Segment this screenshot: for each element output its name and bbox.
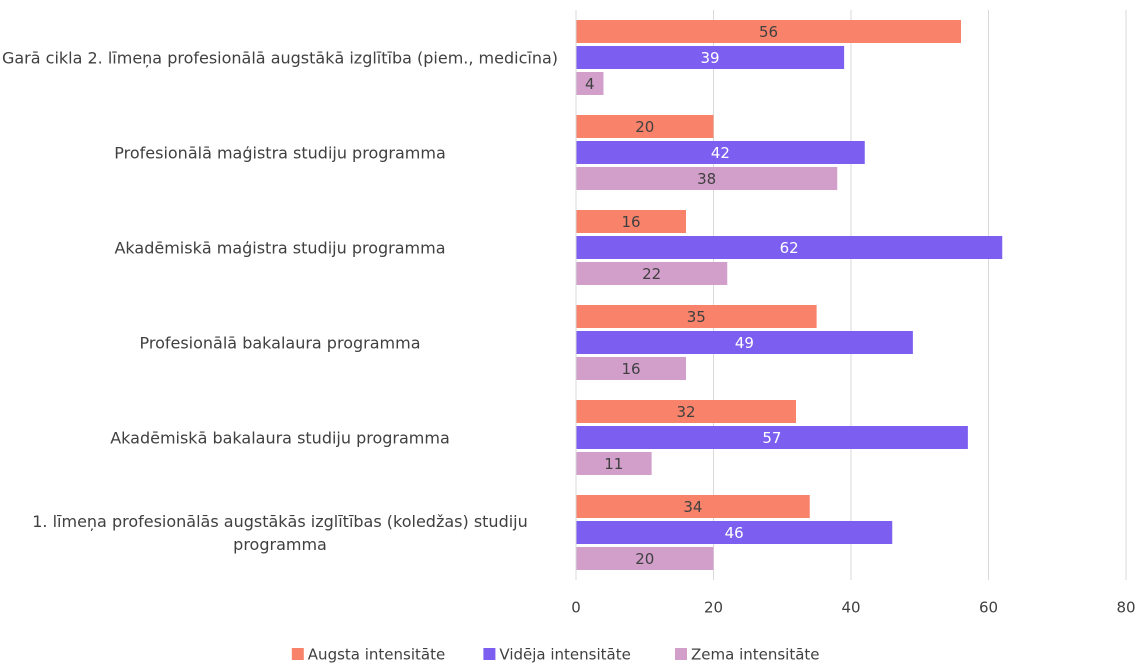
x-tick-label: 0 (571, 599, 581, 617)
value-label: 16 (621, 360, 640, 378)
category-label: Garā cikla 2. līmeņa profesionālā augstā… (1, 48, 559, 67)
category-label: Akadēmiskā maģistra studiju programma (114, 238, 446, 257)
value-label: 62 (780, 239, 799, 257)
value-label: 16 (621, 213, 640, 231)
bar (576, 141, 865, 164)
value-label: 35 (687, 308, 706, 326)
category-label: Profesionālā bakalaura programma (139, 333, 421, 352)
legend-label: Augsta intensitāte (308, 646, 445, 664)
value-label: 39 (701, 49, 720, 67)
x-tick-label: 60 (979, 599, 998, 617)
value-label: 38 (697, 170, 716, 188)
value-label: 42 (711, 144, 730, 162)
x-tick-label: 80 (1116, 599, 1135, 617)
bar (576, 46, 845, 69)
x-tick-label: 20 (704, 599, 723, 617)
bar (576, 452, 652, 475)
bar (576, 72, 604, 95)
legend-label: Vidēja intensitāte (499, 646, 630, 664)
value-label: 20 (635, 118, 654, 136)
category-label: 1. līmeņa profesionālās augstākās izglīt… (32, 511, 528, 554)
category-label: Profesionālā maģistra studiju programma (114, 143, 446, 162)
bar (576, 262, 728, 285)
bar (576, 357, 686, 380)
value-label: 57 (762, 429, 781, 447)
category-label: Akadēmiskā bakalaura studiju programma (110, 428, 450, 447)
bar (576, 426, 968, 449)
bar (576, 521, 893, 544)
value-label: 32 (676, 403, 695, 421)
value-label: 20 (635, 550, 654, 568)
value-label: 11 (604, 455, 623, 473)
bar (576, 210, 686, 233)
bar (576, 167, 838, 190)
value-label: 34 (683, 498, 702, 516)
value-label: 4 (585, 75, 595, 93)
bar (576, 495, 810, 518)
value-label: 46 (725, 524, 744, 542)
bar (576, 331, 913, 354)
legend-label: Zema intensitāte (691, 646, 820, 664)
value-label: 49 (735, 334, 754, 352)
value-label: 22 (642, 265, 661, 283)
bar (576, 547, 714, 570)
value-label: 56 (759, 23, 778, 41)
legend-swatch (483, 648, 496, 660)
bar (576, 236, 1003, 259)
legend-swatch (291, 648, 304, 660)
bar (576, 115, 714, 138)
bar (576, 400, 796, 423)
legend-swatch (675, 648, 687, 660)
bar (576, 305, 817, 328)
bar (576, 20, 961, 43)
x-tick-label: 40 (841, 599, 860, 617)
